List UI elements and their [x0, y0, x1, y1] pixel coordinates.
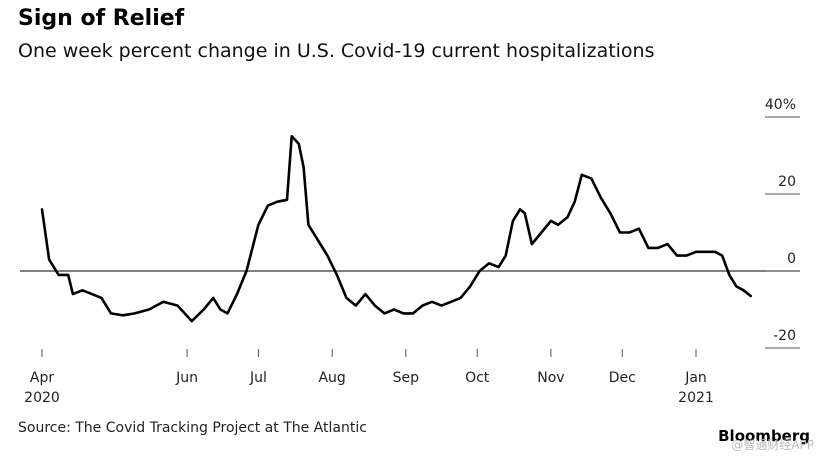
x-tick-label: Oct [465, 370, 490, 386]
y-tick-label: 40% [765, 97, 796, 113]
brand-logo: Bloomberg [718, 427, 810, 445]
x-tick-year: 2020 [24, 390, 60, 406]
x-tick-label: Apr [30, 370, 54, 386]
series-line-0 [40, 135, 753, 323]
x-tick-label: Sep [393, 370, 420, 386]
y-tick-label: 20 [778, 174, 796, 190]
source-note: Source: The Covid Tracking Project at Th… [18, 420, 367, 436]
x-tick-label: Jun [175, 370, 198, 386]
x-tick-label: Aug [318, 370, 345, 386]
x-tick-label: Jan [684, 370, 707, 386]
y-tick-label: -20 [773, 328, 796, 344]
x-tick-label: Nov [537, 370, 564, 386]
x-tick-label: Jul [249, 370, 267, 386]
x-tick-label: Dec [609, 370, 636, 386]
x-tick-year: 2021 [678, 390, 714, 406]
watermark: @智通财经APP [731, 438, 814, 452]
chart-subtitle: One week percent change in U.S. Covid-19… [18, 40, 655, 62]
y-tick-label: 0 [787, 251, 796, 267]
chart-title: Sign of Relief [18, 6, 185, 31]
